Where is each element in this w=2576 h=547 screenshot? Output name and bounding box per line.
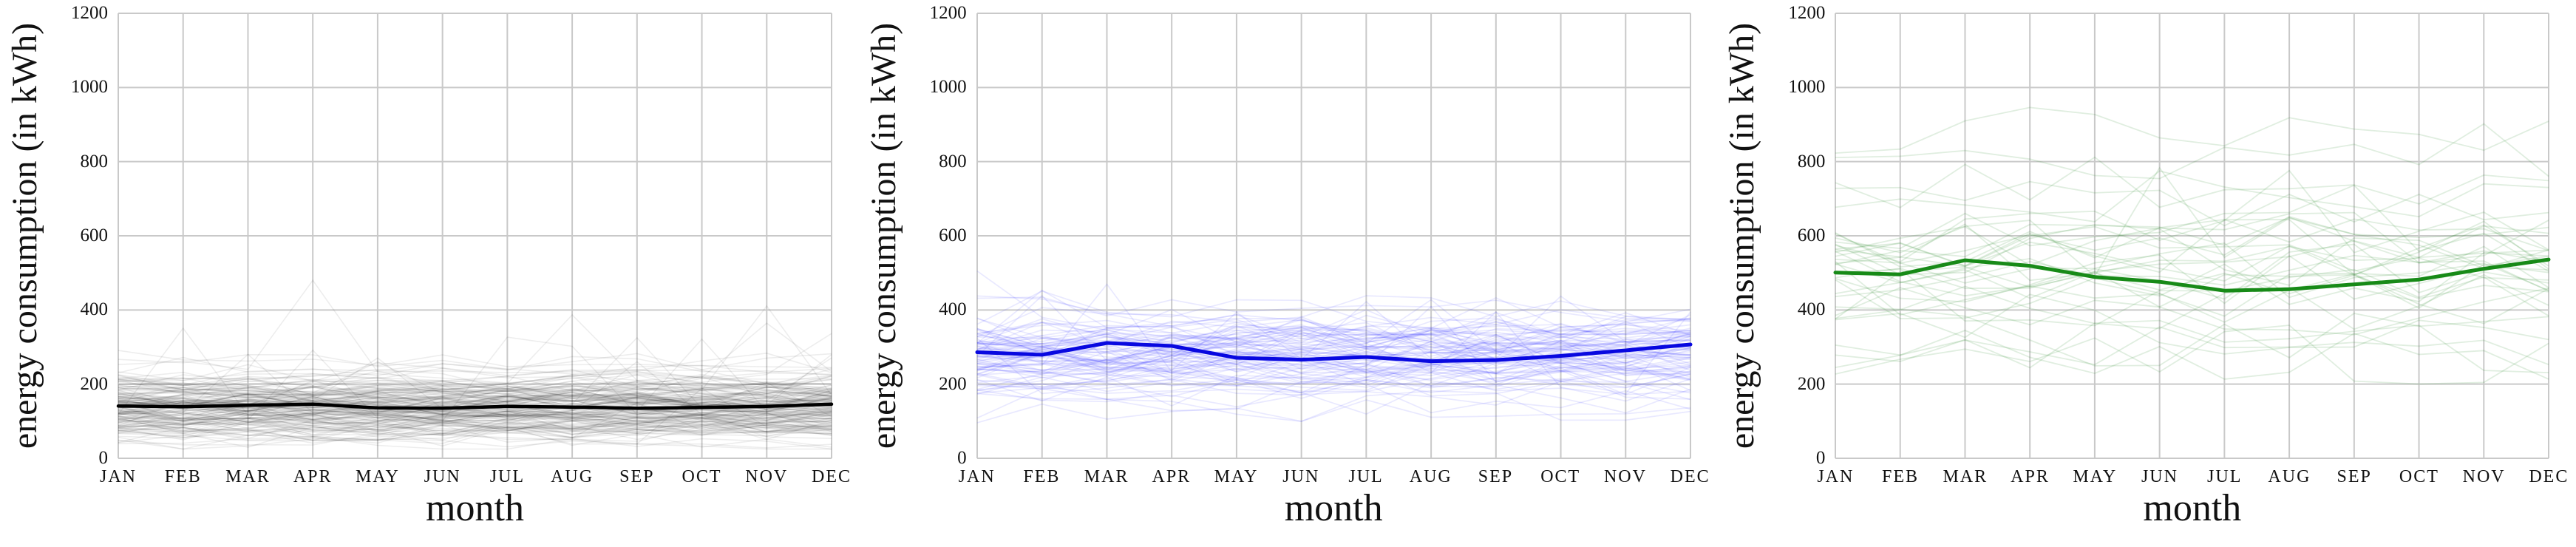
- x-tick-label: SEP: [619, 467, 655, 486]
- line-chart-black: [116, 13, 834, 459]
- x-axis-label: month: [2143, 487, 2242, 529]
- mean-line: [975, 341, 1693, 364]
- y-tick-label: 800: [80, 151, 109, 171]
- x-tick-label: OCT: [2399, 467, 2439, 486]
- x-tick-label: APR: [2011, 467, 2050, 486]
- line-chart-green: [1833, 13, 2551, 459]
- y-tick-label: 400: [1797, 299, 1826, 320]
- gridlines: [118, 13, 832, 459]
- y-tick-label: 0: [957, 448, 967, 468]
- x-tick-label: JAN: [1817, 467, 1855, 486]
- x-tick-label: JAN: [99, 467, 137, 486]
- chart-panel-green: energy consumption (in kWh) month 0 200 40…: [1717, 0, 2576, 547]
- x-tick-label: NOV: [745, 467, 789, 486]
- line-chart-blue: [975, 13, 1693, 459]
- x-tick-label: JUN: [1282, 467, 1320, 486]
- x-tick-label: JUL: [489, 467, 526, 486]
- background-lines: [1835, 106, 2549, 385]
- x-tick-label: AUG: [2268, 467, 2311, 486]
- x-tick-label: OCT: [682, 467, 722, 486]
- x-tick-label: FEB: [1023, 467, 1061, 486]
- background-lines: [118, 279, 832, 450]
- x-tick-label: MAY: [356, 467, 400, 486]
- y-tick-label: 800: [1797, 151, 1826, 171]
- y-tick-label: 1200: [929, 3, 967, 23]
- x-tick-label: MAY: [2073, 467, 2118, 486]
- y-tick-label: 1200: [71, 3, 108, 23]
- x-axis-label: month: [1284, 487, 1383, 529]
- x-tick-label: MAR: [225, 467, 271, 486]
- y-tick-label: 200: [1797, 373, 1826, 394]
- x-axis-label: month: [426, 487, 524, 529]
- x-tick-label: MAR: [1943, 467, 1988, 486]
- y-tick-label: 800: [939, 151, 967, 171]
- y-tick-label: 1200: [1788, 3, 1826, 23]
- y-tick-label: 200: [80, 373, 109, 394]
- x-tick-label: JUN: [2141, 467, 2178, 486]
- y-tick-label: 600: [1797, 225, 1826, 245]
- x-tick-label: APR: [1152, 467, 1192, 486]
- mean-line: [1833, 257, 2551, 293]
- y-tick-label: 400: [80, 299, 109, 320]
- x-tick-label: DEC: [2529, 467, 2569, 486]
- gridlines: [1835, 13, 2550, 459]
- y-tick-label: 200: [939, 373, 967, 394]
- x-tick-label: APR: [293, 467, 333, 486]
- x-tick-label: DEC: [1670, 467, 1710, 486]
- x-tick-label: MAR: [1084, 467, 1129, 486]
- x-tick-label: JUL: [1348, 467, 1384, 486]
- x-tick-label: SEP: [1478, 467, 1514, 486]
- y-tick-label: 1000: [1788, 77, 1826, 98]
- y-tick-label: 1000: [71, 77, 108, 98]
- x-tick-label: NOV: [1603, 467, 1647, 486]
- x-tick-label: JUN: [424, 467, 461, 486]
- x-tick-label: MAY: [1214, 467, 1259, 486]
- gridlines: [976, 13, 1691, 459]
- chart-panel-blue: energy consumption (in kWh) month 0 200 40…: [859, 0, 1718, 547]
- y-tick-label: 600: [939, 225, 967, 245]
- x-tick-label: OCT: [1540, 467, 1581, 486]
- x-tick-label: NOV: [2462, 467, 2506, 486]
- x-tick-label: DEC: [812, 467, 852, 486]
- x-tick-label: AUG: [1409, 467, 1452, 486]
- x-tick-label: JAN: [958, 467, 996, 486]
- y-tick-label: 1000: [929, 77, 967, 98]
- y-tick-label: 600: [80, 225, 109, 245]
- x-tick-label: FEB: [1882, 467, 1920, 486]
- x-tick-label: AUG: [551, 467, 594, 486]
- mean-line: [116, 402, 834, 410]
- x-tick-label: JUL: [2207, 467, 2243, 486]
- chart-panel-black: energy consumption (in kWh) month 0 200 40…: [0, 0, 859, 547]
- y-tick-label: 0: [1815, 448, 1826, 468]
- y-tick-label: 400: [939, 299, 967, 320]
- y-tick-label: 0: [98, 448, 109, 468]
- x-tick-label: SEP: [2337, 467, 2372, 486]
- x-tick-label: FEB: [164, 467, 202, 486]
